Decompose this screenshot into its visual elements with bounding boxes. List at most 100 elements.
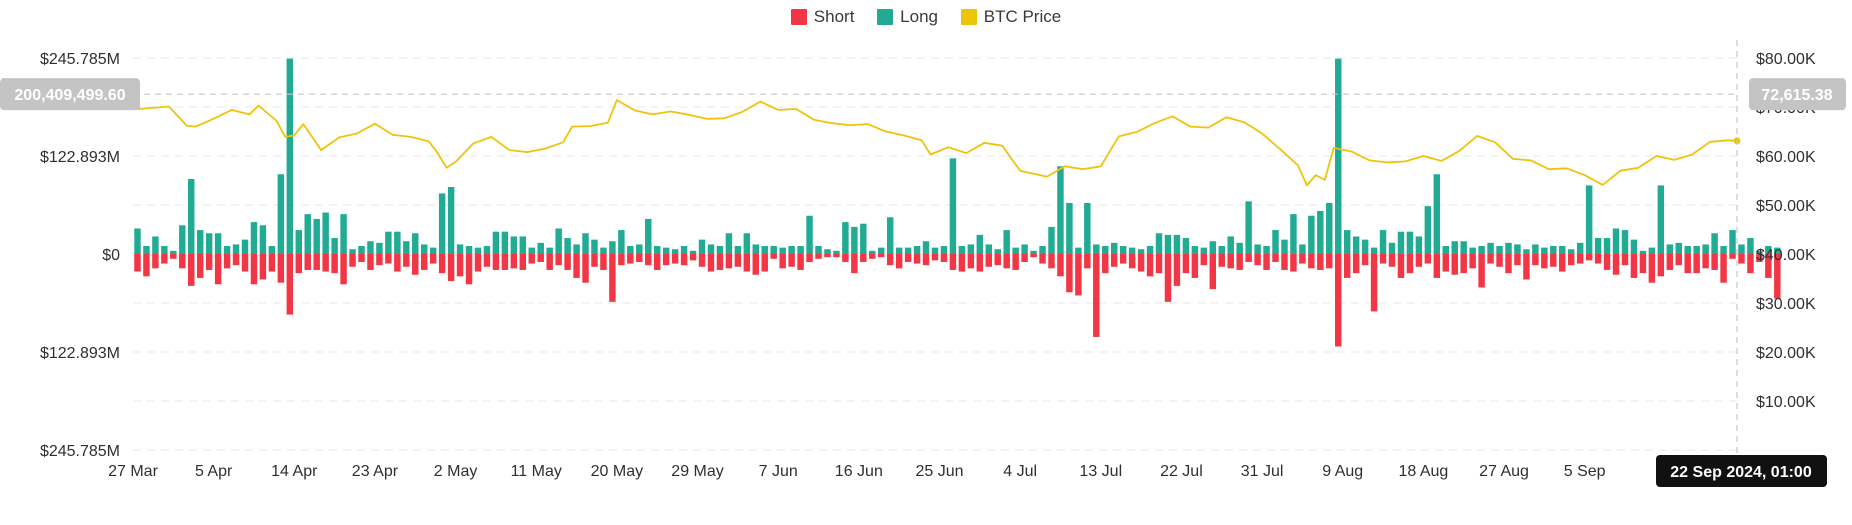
long-bar xyxy=(1478,246,1485,254)
long-bar xyxy=(1388,242,1396,254)
long-bar xyxy=(1648,247,1656,254)
long-bar xyxy=(1505,242,1512,254)
long-bar xyxy=(483,246,491,254)
short-bar xyxy=(1514,254,1521,266)
long-bar xyxy=(1424,206,1432,254)
long-bar xyxy=(1630,239,1638,254)
short-bar xyxy=(1110,254,1118,267)
long-bar xyxy=(1308,215,1315,254)
long-bar xyxy=(940,246,948,254)
long-bar xyxy=(797,246,804,254)
short-bar xyxy=(1406,254,1414,274)
short-bar xyxy=(1308,254,1315,269)
short-bar xyxy=(170,254,177,259)
long-bar xyxy=(1343,230,1351,254)
long-bar xyxy=(1227,236,1234,254)
short-bar xyxy=(1720,254,1727,283)
long-bar xyxy=(1469,247,1476,254)
short-bar xyxy=(913,254,921,264)
long-bar xyxy=(958,246,966,254)
long-bar xyxy=(869,250,876,254)
short-bar xyxy=(1487,254,1494,264)
short-bar xyxy=(1621,254,1629,266)
x-tick-label-16: 18 Aug xyxy=(1398,463,1448,480)
short-bar xyxy=(591,254,598,267)
x-tick-label-14: 31 Jul xyxy=(1241,463,1284,480)
long-bar xyxy=(824,249,831,254)
long-bar xyxy=(564,238,571,254)
long-bar xyxy=(1433,174,1441,254)
short-bar xyxy=(743,254,751,272)
long-bar xyxy=(1254,244,1261,254)
short-bar xyxy=(1370,254,1378,312)
legend-item-price[interactable]: BTC Price xyxy=(960,7,1061,27)
long-bar xyxy=(779,247,786,254)
short-bar xyxy=(1281,254,1288,270)
short-bar xyxy=(1102,254,1109,274)
legend-item-short[interactable]: Short xyxy=(790,7,855,27)
short-bar xyxy=(1756,254,1763,262)
long-bar xyxy=(1514,244,1521,254)
short-bar xyxy=(671,254,679,264)
x-tick-label-11: 4 Jul xyxy=(1003,463,1037,480)
short-bar xyxy=(205,254,213,270)
long-bar xyxy=(1093,244,1100,254)
short-bar xyxy=(519,254,527,270)
long-bar xyxy=(1102,246,1109,254)
long-bar xyxy=(501,231,509,254)
short-bar xyxy=(286,254,294,315)
short-bar xyxy=(770,254,777,259)
long-bar xyxy=(1594,238,1602,254)
short-bar xyxy=(1272,254,1279,262)
x-axis: 27 Mar 5 Apr 14 Apr 23 Apr 2 May 11 May 20 May… xyxy=(108,463,1674,480)
short-bar xyxy=(1021,254,1028,262)
long-bar xyxy=(707,244,715,254)
short-bar xyxy=(878,254,885,258)
short-bar xyxy=(528,254,535,264)
long-bar xyxy=(304,214,311,254)
short-bar xyxy=(1612,254,1620,275)
short-bar xyxy=(1594,254,1602,264)
long-bar xyxy=(394,231,401,254)
short-bar xyxy=(1469,254,1476,269)
long-bar xyxy=(456,244,464,254)
long-bar xyxy=(725,233,733,254)
long-bar xyxy=(1720,246,1727,254)
btc-price-line xyxy=(132,99,1738,187)
legend-item-long[interactable]: Long xyxy=(877,7,938,27)
long-bar xyxy=(1218,246,1225,254)
short-bar xyxy=(1057,254,1064,277)
long-bar xyxy=(358,246,365,254)
x-tick-label-5: 11 May xyxy=(511,463,562,480)
long-bar xyxy=(1621,230,1629,254)
long-bar xyxy=(179,225,186,254)
short-bar xyxy=(1702,254,1709,269)
short-bar xyxy=(537,254,544,262)
long-bar xyxy=(591,239,598,254)
short-bars xyxy=(134,254,1781,347)
short-bar xyxy=(752,254,760,275)
long-bar xyxy=(1361,239,1369,254)
price-swatch xyxy=(960,9,977,25)
right-tick-label-5: $30.00K xyxy=(1756,296,1816,313)
short-bar xyxy=(1039,254,1046,264)
short-bar xyxy=(1128,254,1136,269)
long-bar xyxy=(770,246,777,254)
short-bar xyxy=(976,254,984,272)
short-bar xyxy=(806,254,813,262)
long-bar xyxy=(1460,241,1467,254)
long-bar xyxy=(913,246,921,254)
long-swatch xyxy=(877,9,894,25)
long-bar xyxy=(976,234,984,254)
short-bar xyxy=(143,254,150,277)
long-bar xyxy=(689,250,697,254)
long-bar xyxy=(752,244,760,254)
legend-label-short: Short xyxy=(813,7,855,26)
long-bar xyxy=(734,246,742,254)
long-bar xyxy=(1245,201,1252,254)
short-bar xyxy=(1765,254,1772,278)
long-bar xyxy=(241,239,249,254)
short-bar xyxy=(492,254,500,270)
